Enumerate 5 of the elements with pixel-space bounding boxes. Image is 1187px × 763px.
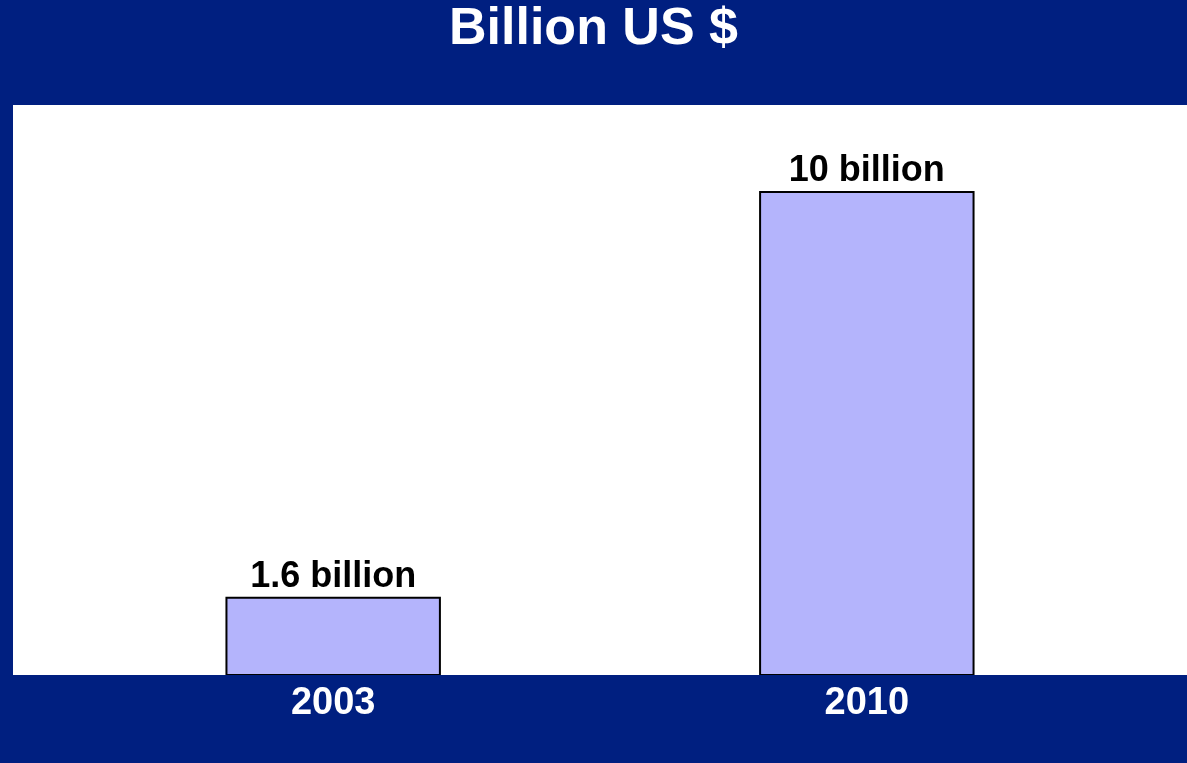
chart-title: Billion US $ [449,0,739,56]
x-tick-label: 2010 [824,680,910,722]
data-label: 1.6 billion [250,553,417,595]
x-tick-label: 2003 [290,680,376,722]
data-label: 10 billion [788,147,945,189]
